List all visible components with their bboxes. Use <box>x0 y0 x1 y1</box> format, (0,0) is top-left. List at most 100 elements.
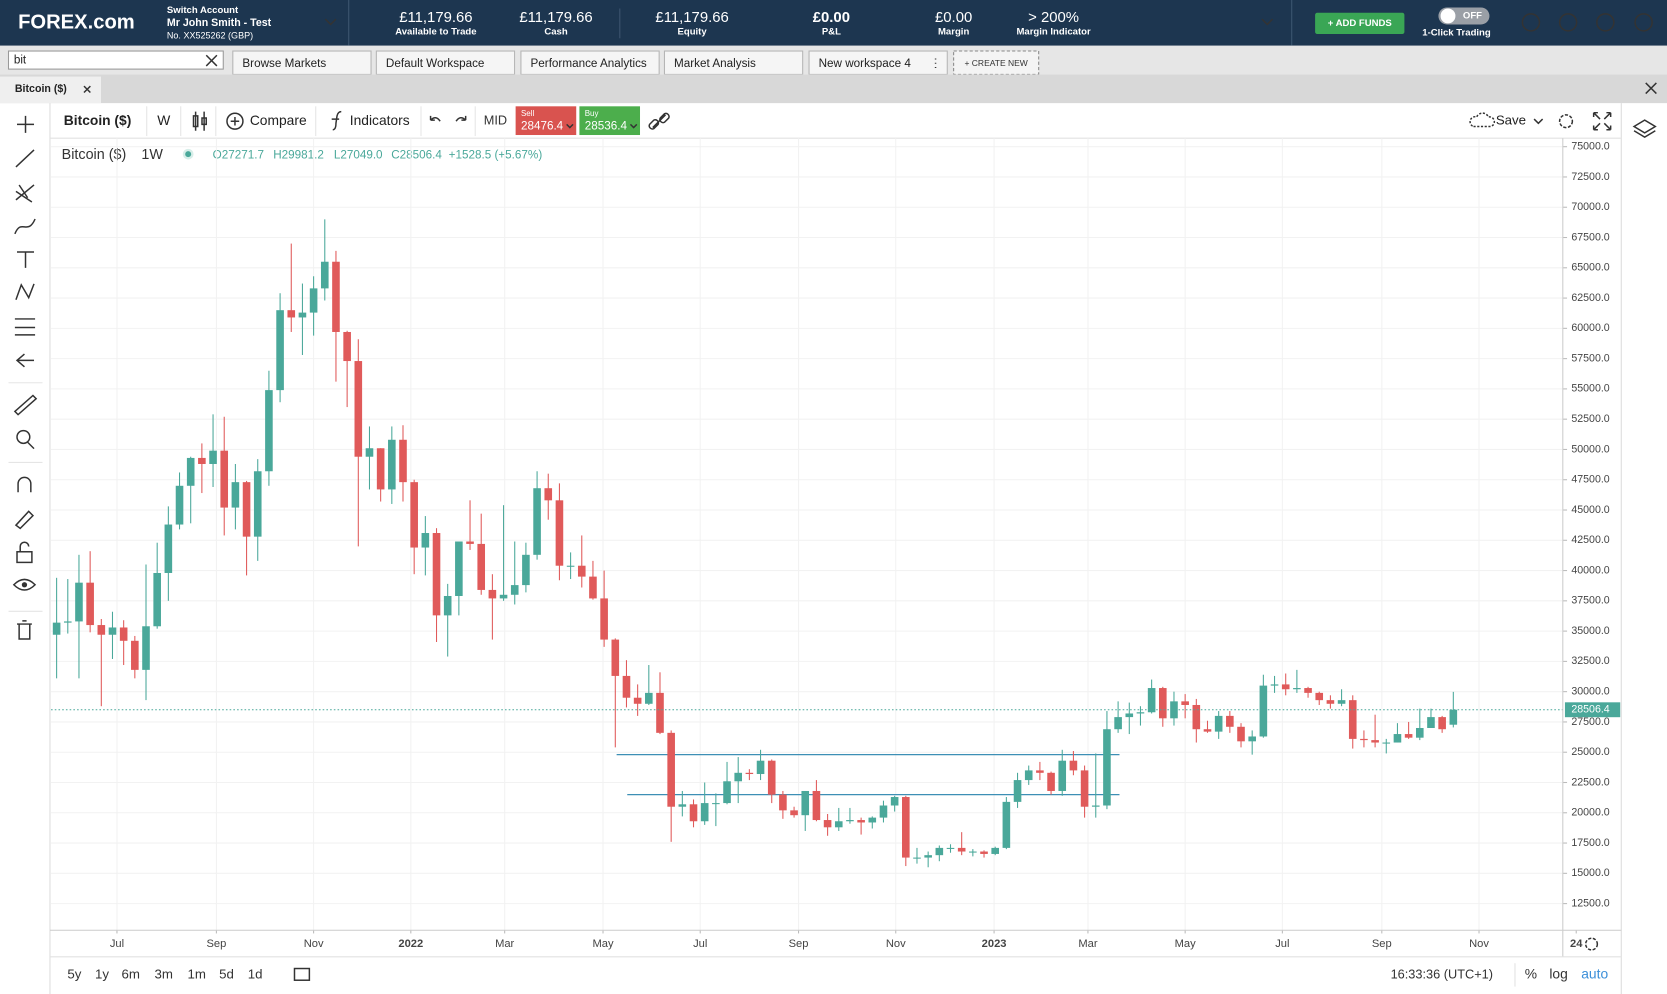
candle-body <box>376 448 385 490</box>
prediction-tool[interactable] <box>14 318 36 336</box>
search-clear[interactable] <box>205 54 218 67</box>
indicators-label[interactable]: Indicators <box>350 112 410 128</box>
undo[interactable] <box>429 115 441 122</box>
compare-icon[interactable] <box>226 112 244 130</box>
create-new-label[interactable]: + CREATE NEW <box>964 58 1027 68</box>
sell-button[interactable] <box>515 106 577 136</box>
line-tool[interactable] <box>15 149 35 168</box>
y-tick-label: 25000.0 <box>1571 746 1609 758</box>
document-tab[interactable] <box>0 76 101 104</box>
buy-button[interactable] <box>579 106 641 136</box>
range-button[interactable]: 5y <box>67 966 81 981</box>
sell-label[interactable]: Sell <box>521 109 535 118</box>
link-icon[interactable] <box>648 112 670 130</box>
percent-toggle[interactable]: % <box>1525 966 1537 982</box>
workspace-tab-label[interactable]: Performance Analytics <box>531 57 647 70</box>
range-button[interactable]: 1d <box>248 966 263 981</box>
brush-tool[interactable] <box>14 218 36 235</box>
buy-price[interactable]: 28536.4 <box>585 120 628 133</box>
document-tab-label[interactable]: Bitcoin ($) <box>15 83 67 95</box>
save-icon[interactable] <box>1469 112 1496 128</box>
search-text[interactable]: bit <box>14 54 27 67</box>
alerts-icon[interactable] <box>1596 13 1615 32</box>
range-button[interactable]: 6m <box>122 966 140 981</box>
profile-icon[interactable] <box>1634 13 1653 32</box>
candle-body <box>86 582 94 626</box>
candle-body <box>1315 692 1324 701</box>
zoom-tool[interactable] <box>16 429 31 445</box>
range-button[interactable]: 1m <box>187 966 205 981</box>
compare-plus <box>230 116 240 126</box>
search-box[interactable] <box>7 50 224 70</box>
panel-close[interactable] <box>1645 82 1657 95</box>
calendar-icon[interactable] <box>293 967 311 981</box>
delete-tool[interactable] <box>17 620 32 640</box>
candle-body <box>153 572 161 627</box>
candle-body <box>75 582 83 622</box>
candle-body <box>723 781 731 804</box>
compare-label[interactable]: Compare <box>250 112 307 128</box>
account-number: No. XX525262 (GBP) <box>167 31 253 41</box>
workspace-tab-label[interactable]: New workspace 4 <box>819 57 912 70</box>
candle-body <box>52 622 61 635</box>
text-tool[interactable] <box>17 251 35 268</box>
switch-account[interactable]: Switch Account <box>167 5 239 16</box>
x-tick-label: Nov <box>886 938 906 950</box>
y-tick-label: 57500.0 <box>1571 352 1609 364</box>
candle-body <box>734 772 743 782</box>
chart-style-icon[interactable] <box>192 111 207 131</box>
candle-body <box>522 554 530 586</box>
indicators-icon[interactable] <box>331 110 342 131</box>
metrics-chevron[interactable] <box>1261 18 1274 26</box>
range-button[interactable]: 1y <box>95 966 109 981</box>
candle-body <box>667 732 675 807</box>
pattern-tool[interactable] <box>15 283 35 301</box>
candle-body <box>1438 717 1446 730</box>
lock-drawing-tool[interactable] <box>14 510 35 530</box>
candle-body <box>1259 685 1268 737</box>
workspace-tab-label[interactable]: Default Workspace <box>386 57 485 70</box>
add-funds-button[interactable] <box>1315 12 1405 35</box>
lock-tool[interactable] <box>16 551 33 564</box>
y-tick-label: 45000.0 <box>1571 504 1609 516</box>
add-funds-label[interactable]: + ADD FUNDS <box>1328 18 1392 29</box>
account-chevron[interactable] <box>324 18 337 26</box>
y-tick-label: 27500.0 <box>1571 716 1609 728</box>
fullscreen-icon[interactable] <box>1592 111 1612 131</box>
settings-icon[interactable] <box>1558 114 1574 129</box>
fib-tool[interactable] <box>15 184 35 203</box>
range-button[interactable]: 3m <box>155 966 173 981</box>
y-tick-label: 50000.0 <box>1571 443 1609 455</box>
workspace-tab-label[interactable]: Market Analysis <box>674 57 756 70</box>
layers-icon[interactable] <box>1632 119 1657 139</box>
crosshair-tool[interactable] <box>17 115 35 133</box>
back-tool[interactable] <box>15 353 35 368</box>
workspace-tab-label[interactable]: Browse Markets <box>242 57 326 70</box>
document-tab-close[interactable] <box>83 85 91 94</box>
candle-body <box>969 851 977 853</box>
range-button[interactable]: 5d <box>219 966 234 981</box>
help-icon[interactable] <box>1558 13 1578 32</box>
sell-chevron <box>566 123 574 129</box>
candle-body <box>164 524 173 573</box>
price-type[interactable]: MID <box>484 113 507 128</box>
visibility-tool[interactable] <box>12 578 37 591</box>
save-label[interactable]: Save <box>1496 113 1526 128</box>
buy-label[interactable]: Buy <box>585 109 599 118</box>
auto-toggle[interactable]: auto <box>1581 966 1608 982</box>
x-tick-label: Jul <box>1275 938 1289 950</box>
y-tick-label: 42500.0 <box>1571 534 1609 546</box>
ruler-tool[interactable] <box>13 394 38 416</box>
axis-settings[interactable] <box>1584 937 1599 951</box>
instrument-name[interactable]: Bitcoin ($) <box>64 112 132 128</box>
save-chevron[interactable] <box>1533 118 1544 125</box>
sell-price[interactable]: 28476.4 <box>521 120 564 133</box>
magnet-tool[interactable] <box>17 476 32 493</box>
interval[interactable]: W <box>157 112 170 128</box>
log-toggle[interactable]: log <box>1549 966 1567 982</box>
redo[interactable] <box>455 115 467 122</box>
phone-icon[interactable] <box>1521 13 1541 32</box>
toggle-knob[interactable] <box>1440 8 1456 24</box>
last-price-label: 28506.4 <box>1571 704 1609 716</box>
